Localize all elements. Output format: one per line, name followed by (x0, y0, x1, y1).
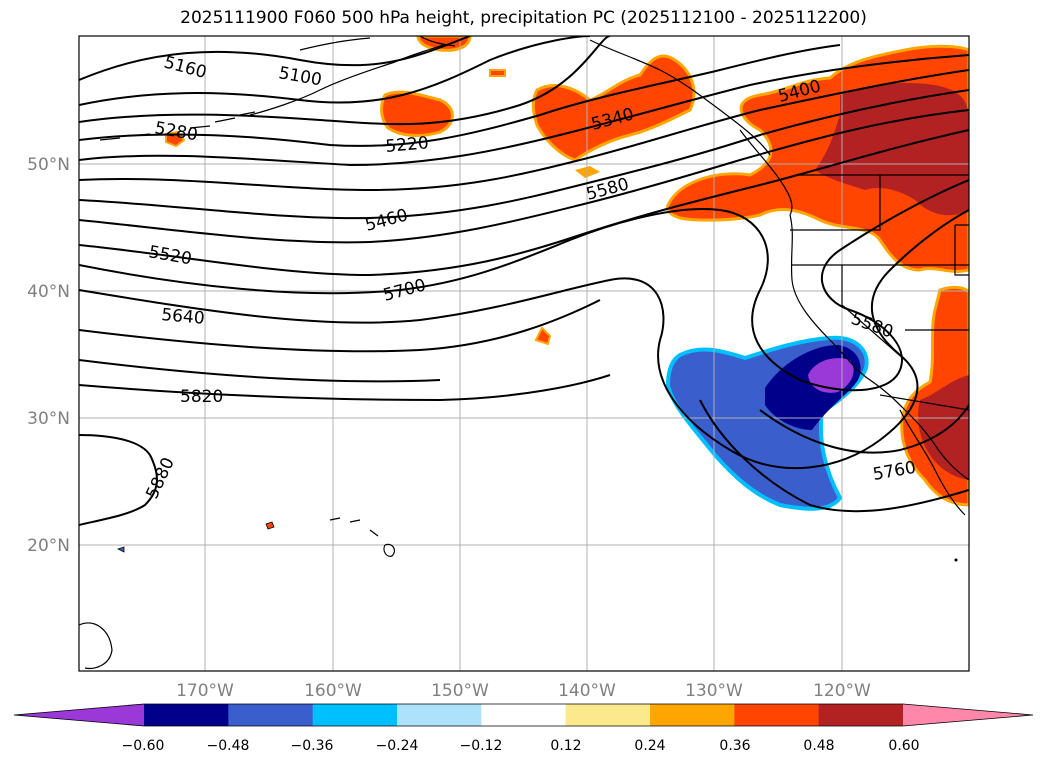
contour-label: 5580 (584, 174, 631, 205)
baja-coast (899, 409, 966, 516)
precip-positive-alaska (416, 36, 472, 52)
map-frame (78, 35, 970, 672)
lon-label: 160°W (304, 681, 362, 701)
colorbar-segment (481, 704, 567, 726)
colorbar-segment (818, 704, 904, 726)
contour-label: 5220 (385, 133, 430, 157)
colorbar-tick-label: −0.36 (291, 738, 334, 754)
lon-label: 150°W (431, 681, 489, 701)
colorbar-segment (144, 704, 229, 726)
lon-label: 130°W (685, 681, 743, 701)
lat-axis-labels: 50°N 40°N 30°N 20°N (27, 155, 70, 556)
lon-label: 140°W (558, 681, 616, 701)
hawaii-islands (329, 517, 396, 557)
point-markers (116, 521, 958, 562)
lon-label: 120°W (813, 681, 871, 701)
colorbar-segment (650, 704, 735, 726)
lon-label: 170°W (176, 681, 234, 701)
map-title: 2025111900 F060 500 hPa height, precipit… (180, 8, 867, 28)
contour-label: 5880 (142, 454, 178, 502)
contour-label: 5760 (871, 458, 917, 485)
lon-axis-labels: 170°W 160°W 150°W 140°W 130°W 120°W (176, 681, 871, 701)
contour-label: 5520 (147, 242, 193, 269)
colorbar-tick-label: −0.12 (460, 738, 503, 754)
precip-positive-nw-small (380, 90, 454, 137)
lat-label: 30°N (27, 409, 70, 429)
precip-positive-small-1 (534, 326, 552, 346)
colorbar-tick-label: 0.12 (550, 738, 581, 754)
colorbar-extend-high (903, 704, 1033, 726)
colorbar-extend-low (14, 704, 144, 726)
colorbar-tick-label: 0.24 (634, 738, 665, 754)
precip-positive-small-3 (489, 69, 506, 77)
colorbar-tick-label: 0.36 (719, 738, 750, 754)
precip-strong-southwest (918, 375, 969, 480)
colorbar-tick-labels: −0.60 −0.48 −0.36 −0.24 −0.12 0.12 0.24 … (122, 738, 920, 754)
contour-label: 5460 (363, 205, 410, 236)
mexico-coast (904, 409, 969, 481)
contour-label: 5640 (161, 305, 206, 329)
lat-label: 20°N (27, 536, 70, 556)
us-mexico-border (879, 394, 969, 411)
colorbar-segment (397, 704, 482, 726)
alaska-panhandle-coast (589, 39, 771, 156)
contour-label: 5700 (381, 275, 428, 306)
state-border-az (954, 224, 969, 276)
alaska-coast (249, 36, 456, 116)
contour-label: 5160 (162, 53, 209, 84)
colorbar-tick-label: 0.48 (803, 738, 834, 754)
state-border-wa-or (790, 175, 881, 231)
colorbar (13, 703, 1034, 727)
contour-label: 5820 (180, 387, 223, 407)
contour-label: 5100 (277, 63, 323, 90)
contour-label: 5280 (153, 118, 199, 145)
colorbar-segment (228, 704, 314, 726)
colorbar-outline (13, 703, 1034, 727)
lat-label: 40°N (27, 282, 70, 302)
state-border-ca-nv (841, 265, 906, 361)
sw-land-outline (79, 622, 113, 670)
colorbar-segment (734, 704, 820, 726)
colorbar-tick-label: −0.60 (122, 738, 165, 754)
colorbar-tick-label: −0.48 (207, 738, 250, 754)
colorbar-tick-label: −0.24 (376, 738, 419, 754)
colorbar-tick-label: 0.60 (888, 738, 919, 754)
height-contours (79, 36, 969, 526)
colorbar-segment (312, 704, 398, 726)
colorbar-segment (565, 704, 651, 726)
lat-label: 50°N (27, 155, 70, 175)
